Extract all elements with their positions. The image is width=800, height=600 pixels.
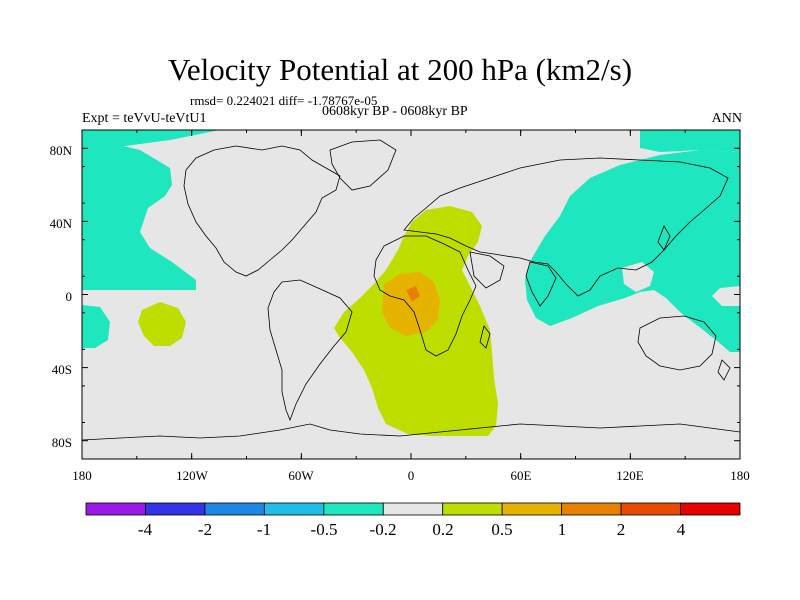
- colorbar-label: 1: [557, 520, 567, 539]
- colorbar-swatch: [680, 502, 741, 516]
- colorbar-label: -4: [137, 520, 153, 539]
- lat-label-0: 0: [65, 289, 73, 304]
- colorbar-label: 0.5: [491, 520, 513, 539]
- contour-positive-strong-core: [406, 286, 420, 302]
- page-title: Velocity Potential at 200 hPa (km2/s): [167, 52, 633, 87]
- colorbar-label: -0.2: [369, 520, 397, 539]
- lon-label-0: 0: [407, 468, 415, 483]
- colorbar-label: -0.5: [310, 520, 338, 539]
- coastline-madagascar: [479, 325, 491, 349]
- colorbar-swatch: [85, 502, 146, 516]
- colorbar-swatch: [204, 502, 265, 516]
- coastline-arabia: [469, 251, 505, 289]
- coastline-new-zealand: [717, 359, 731, 381]
- contour-negative-arctic-west: [82, 130, 220, 150]
- lon-label-60e: 60E: [510, 468, 532, 483]
- contour-negative-arctic-east: [640, 130, 740, 152]
- contour-negative-east-asia: [525, 130, 740, 352]
- colorbar-swatch: [323, 502, 384, 516]
- axis-ticks: [81, 129, 741, 460]
- coastline-india: [525, 261, 557, 307]
- coastline-greenland: [329, 139, 397, 191]
- season-text: ANN: [711, 111, 742, 126]
- colorbar: [85, 502, 741, 516]
- lat-label-80s: 80S: [51, 435, 72, 450]
- lat-label-80n: 80N: [49, 143, 72, 158]
- contour-negative-southwest: [82, 305, 110, 348]
- stats-text: rmsd= 0.224021 diff= -1.78767e-05: [190, 93, 378, 108]
- colorbar-swatch: [620, 502, 681, 516]
- colorbar-label: 0.2: [432, 520, 454, 539]
- experiment-text: Expt = teVvU-teVtU1: [82, 111, 207, 126]
- colorbar-swatch: [501, 502, 563, 516]
- lat-label-40n: 40N: [49, 216, 72, 231]
- coastline-layer: [82, 139, 740, 441]
- contour-positive-south-pacific: [138, 302, 186, 346]
- colorbar-label: -1: [256, 520, 272, 539]
- coastline-eurasia: [403, 157, 729, 297]
- colorbar-label: -2: [197, 520, 213, 539]
- contour-positive-mid-congo: [382, 272, 440, 336]
- colorbar-label: 2: [616, 520, 626, 539]
- coastline-australia: [637, 315, 717, 371]
- colorbar-swatch: [263, 502, 325, 516]
- colorbar-swatch: [382, 502, 444, 516]
- coastline-antarctica: [82, 423, 740, 441]
- colorbar-swatch: [442, 502, 503, 516]
- colorbar-swatch: [145, 502, 206, 516]
- coastline-north-america: [183, 145, 341, 277]
- colorbar-swatch: [561, 502, 622, 516]
- lon-label-120e: 120E: [616, 468, 644, 483]
- lon-label-60w: 60W: [288, 468, 314, 483]
- colorbar-label: 4: [676, 520, 686, 539]
- coastline-south-america: [267, 279, 353, 422]
- period-text: 0608kyr BP - 0608kyr BP: [322, 104, 468, 119]
- lon-label-180w: 180: [72, 468, 92, 483]
- coastline-africa: [373, 235, 477, 357]
- lon-label-120w: 120W: [176, 468, 208, 483]
- contour-fill-layer: [82, 130, 740, 436]
- lon-label-180e: 180: [730, 468, 750, 483]
- coastline-japan: [657, 225, 671, 251]
- lat-label-40s: 40S: [51, 362, 72, 377]
- contour-negative-north-pacific: [82, 130, 196, 290]
